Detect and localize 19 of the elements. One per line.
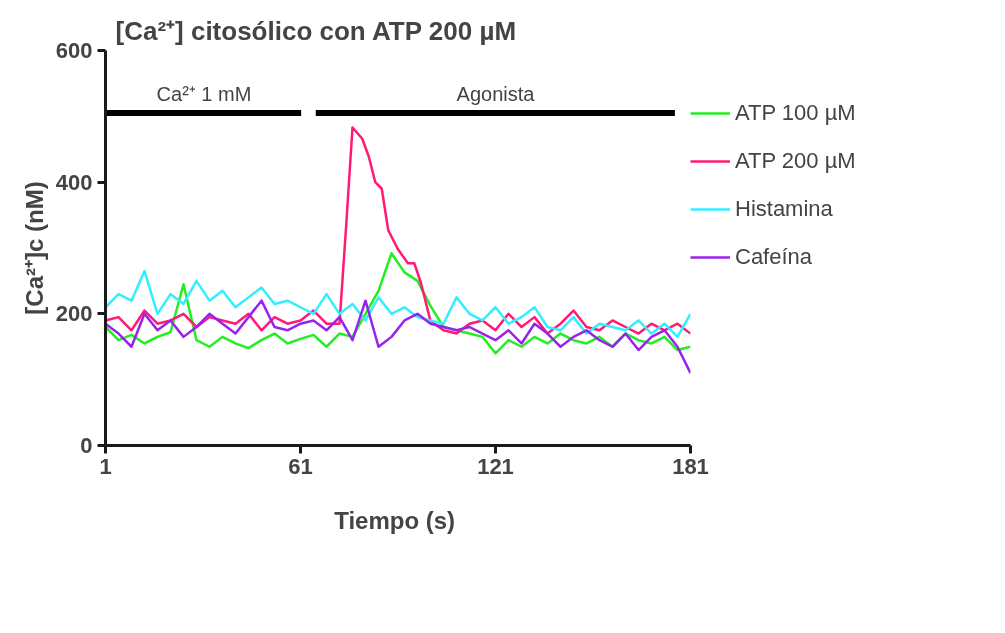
x-axis-title: Tiempo (s) xyxy=(334,506,456,534)
y-tick-label: 0 xyxy=(80,433,93,458)
y-tick-label: 200 xyxy=(55,301,93,327)
annotation: Agonista xyxy=(456,83,536,106)
line-series xyxy=(105,269,691,339)
x-tick-label: 61 xyxy=(288,453,313,479)
x-tick-label: 1 xyxy=(99,453,112,479)
legend-label: ATP 100 µM xyxy=(735,100,856,126)
legend-label: Histamina xyxy=(735,196,833,222)
legend-label: ATP 200 µM xyxy=(735,148,856,174)
x-tick-label: 181 xyxy=(672,453,709,479)
chart-title: [Ca²⁺] citosólico con ATP 200 µM xyxy=(115,15,517,46)
line-series xyxy=(105,299,691,375)
x-tick-label: 121 xyxy=(477,453,514,479)
annotation: Ca²⁺ 1 mM xyxy=(156,83,252,106)
legend-label: Cafeína xyxy=(735,244,813,270)
y-tick-label: 400 xyxy=(55,169,93,195)
y-tick-label: 600 xyxy=(55,38,93,63)
y-axis-title: [Ca²⁺]c (nM) xyxy=(20,181,48,315)
